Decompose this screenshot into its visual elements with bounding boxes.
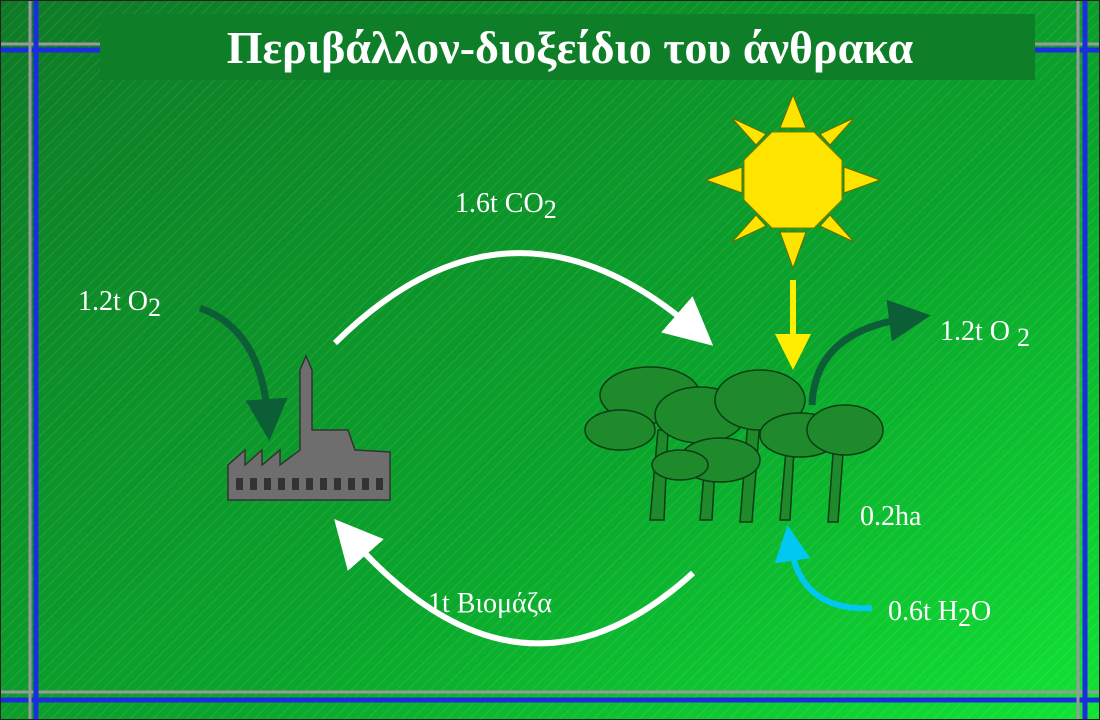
subscript: 2: [544, 195, 557, 224]
subscript: 2: [1017, 323, 1030, 352]
label-text: 0.6t H: [888, 596, 958, 627]
title: Περιβάλλον-διοξείδιο του άνθρακα: [227, 22, 914, 73]
label: 1.6t CO2: [455, 188, 557, 224]
label: 0.6t H2O: [888, 596, 991, 632]
label-text: 1t Βιομάζα: [428, 588, 552, 619]
label: 1t Βιομάζα: [428, 588, 552, 619]
label-text: 1.6t CO: [455, 188, 544, 219]
slide: Περιβάλλον-διοξείδιο του άνθρακα: [0, 0, 1100, 720]
subscript: 2: [148, 293, 161, 322]
subscript: 2: [958, 603, 971, 632]
label: 0.2ha: [860, 501, 922, 532]
label: 1.2t O 2: [940, 316, 1030, 352]
label-text: O: [971, 596, 991, 627]
label-text: 1.2t O: [78, 286, 148, 317]
label-text: 1.2t O: [940, 316, 1017, 347]
label-text: 0.2ha: [860, 501, 922, 532]
